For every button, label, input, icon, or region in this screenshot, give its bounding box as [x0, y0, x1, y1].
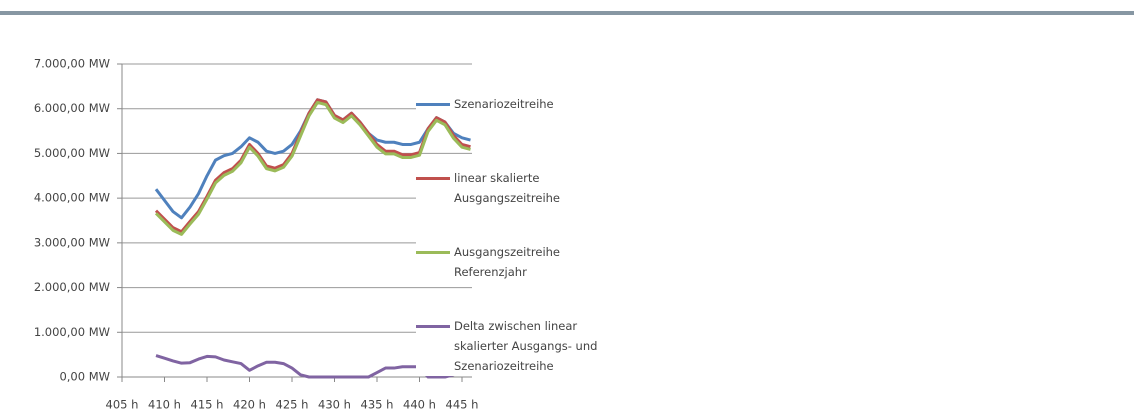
series-line — [154, 98, 471, 234]
x-tick-label: 410 h — [148, 398, 181, 412]
y-tick-label: 3.000,00 MW — [34, 235, 110, 249]
legend-entry: linear skalierte Ausgangszeitreihe — [416, 168, 616, 208]
legend-swatch — [416, 325, 450, 328]
x-tick-label: 445 h — [446, 398, 479, 412]
x-tick-label: 420 h — [233, 398, 266, 412]
x-tick-label: 405 h — [106, 398, 139, 412]
legend-swatch — [416, 103, 450, 106]
legend-entry: Ausgangszeitreihe Referenzjahr — [416, 242, 616, 282]
legend-label: Delta zwischen linear skalierter Ausgang… — [454, 319, 598, 373]
legend-entry: Szenariozeitreihe — [416, 94, 616, 114]
legend-label: Szenariozeitreihe — [454, 97, 554, 111]
legend-swatch — [416, 177, 450, 180]
y-tick-label: 7.000,00 MW — [34, 57, 110, 71]
legend-entry: Delta zwischen linear skalierter Ausgang… — [416, 316, 616, 376]
y-tick-label: 2.000,00 MW — [34, 280, 110, 294]
x-tick-label: 425 h — [276, 398, 309, 412]
top-bar — [0, 11, 1134, 15]
x-tick-label: 435 h — [361, 398, 394, 412]
series-line — [154, 100, 471, 236]
x-tick-label: 415 h — [191, 398, 224, 412]
y-tick-label: 0,00 MW — [59, 370, 110, 384]
y-tick-label: 4.000,00 MW — [34, 191, 110, 205]
x-tick-label: 430 h — [318, 398, 351, 412]
legend-swatch — [416, 251, 450, 254]
y-tick-label: 1.000,00 MW — [34, 325, 110, 339]
legend-label: Ausgangszeitreihe Referenzjahr — [454, 245, 560, 279]
x-tick-label: 440 h — [403, 398, 436, 412]
y-tick-label: 6.000,00 MW — [34, 101, 110, 115]
legend-label: linear skalierte Ausgangszeitreihe — [454, 171, 560, 205]
y-tick-label: 5.000,00 MW — [34, 146, 110, 160]
